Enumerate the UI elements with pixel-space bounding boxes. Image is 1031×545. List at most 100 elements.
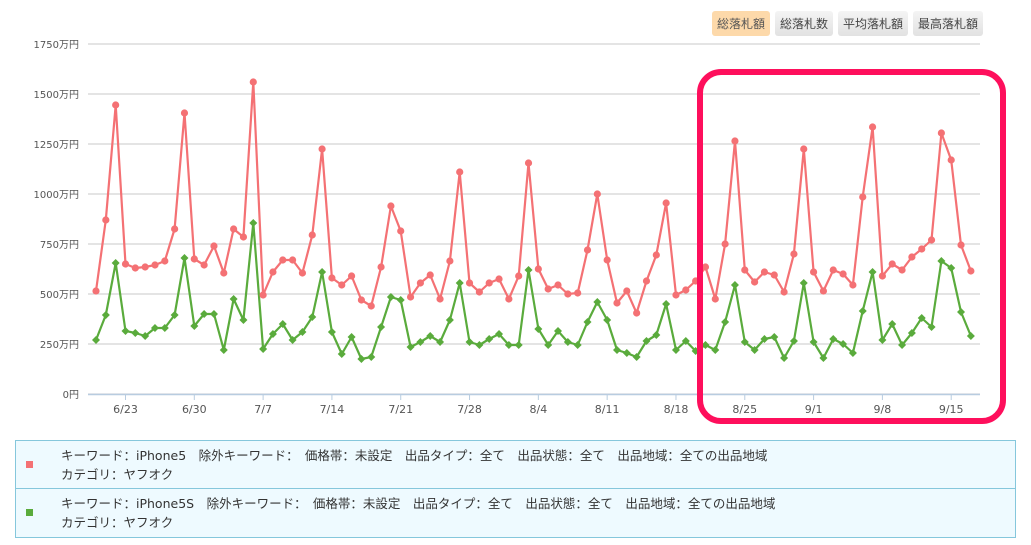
data-point <box>633 309 641 317</box>
data-point <box>839 340 848 348</box>
y-tick-label: 0円 <box>63 390 79 401</box>
data-point <box>829 335 838 343</box>
data-point <box>701 341 710 349</box>
data-point <box>190 322 199 330</box>
data-point <box>888 260 896 268</box>
x-tick-label: 9/15 <box>939 403 964 416</box>
data-point <box>681 337 690 345</box>
data-point <box>554 327 563 335</box>
data-point <box>750 346 759 354</box>
data-point <box>505 295 513 303</box>
data-point <box>426 271 434 279</box>
data-point <box>229 295 238 303</box>
data-point <box>799 279 808 287</box>
data-point <box>328 274 336 282</box>
data-point <box>504 341 513 349</box>
data-point <box>327 328 336 336</box>
data-point <box>701 263 710 271</box>
data-point <box>524 159 533 167</box>
data-point <box>662 300 671 308</box>
data-point <box>868 123 877 131</box>
series-swatch <box>26 461 33 468</box>
data-point <box>711 346 720 354</box>
data-point <box>908 253 916 261</box>
data-point <box>190 255 198 263</box>
data-point <box>682 286 690 294</box>
data-point <box>259 345 268 353</box>
total-count-button[interactable]: 総落札数 <box>774 11 833 36</box>
legend-item-iphone5[interactable]: キーワード：iPhone5 除外キーワード： 価格帯：未設定 出品タイプ：全て … <box>15 440 1016 489</box>
data-point <box>456 168 464 176</box>
y-tick-label: 1750万円 <box>34 40 79 51</box>
data-point <box>622 349 631 357</box>
data-point <box>632 353 641 361</box>
data-point <box>593 298 602 306</box>
data-point <box>180 254 189 262</box>
data-point <box>740 338 749 346</box>
data-point <box>289 256 297 264</box>
data-point <box>102 216 110 224</box>
data-point <box>397 227 405 235</box>
data-point <box>671 346 680 354</box>
data-point <box>230 225 238 233</box>
data-point <box>465 279 474 287</box>
data-point <box>623 287 631 295</box>
data-point <box>849 281 857 289</box>
max-amount-button[interactable]: 最高落札額 <box>912 11 983 36</box>
y-tick-label: 500万円 <box>40 290 79 301</box>
x-tick-label: 6/30 <box>182 403 207 416</box>
data-point <box>937 129 945 137</box>
data-point <box>957 308 966 316</box>
data-point <box>386 293 395 301</box>
data-point <box>278 320 287 328</box>
data-point <box>858 307 867 315</box>
data-point <box>563 338 572 346</box>
data-point <box>475 288 483 296</box>
series-line-iPhone5S <box>94 221 972 361</box>
data-point <box>160 324 169 332</box>
legend-item-iphone5s[interactable]: キーワード：iPhone5S 除外キーワード： 価格帯：未設定 出品タイプ：全て… <box>15 488 1016 538</box>
data-point <box>662 199 670 207</box>
data-point <box>731 137 739 145</box>
data-point <box>357 296 366 304</box>
data-point <box>789 337 798 345</box>
data-point <box>780 288 788 296</box>
data-point <box>475 341 484 349</box>
data-point <box>239 316 248 324</box>
data-point <box>416 338 425 346</box>
average-amount-button[interactable]: 平均落札額 <box>837 11 908 36</box>
data-point <box>249 78 257 86</box>
data-point <box>573 341 582 349</box>
data-point <box>966 332 975 340</box>
total-amount-button[interactable]: 総落札額 <box>711 11 770 36</box>
data-point <box>446 257 454 265</box>
data-point <box>721 240 729 248</box>
data-point <box>809 268 818 276</box>
data-point <box>760 335 769 343</box>
data-point <box>121 260 130 268</box>
data-point <box>210 242 218 250</box>
data-point <box>947 264 956 272</box>
data-point <box>770 333 779 341</box>
data-point <box>770 271 778 279</box>
data-point <box>318 145 326 153</box>
data-point <box>209 310 218 318</box>
data-point <box>918 245 926 253</box>
data-point <box>298 269 307 277</box>
data-point <box>347 272 356 280</box>
x-tick-label: 8/18 <box>664 403 689 416</box>
data-point <box>868 268 877 276</box>
data-point <box>112 101 120 109</box>
data-point <box>898 266 906 274</box>
data-point <box>888 320 897 328</box>
data-point <box>790 250 798 258</box>
data-point <box>259 291 267 299</box>
data-point <box>642 277 651 285</box>
data-point <box>907 329 916 337</box>
data-point <box>141 332 150 340</box>
data-point <box>239 233 248 241</box>
data-point <box>308 231 316 239</box>
data-point <box>308 313 317 321</box>
y-tick-label: 1500万円 <box>34 90 79 101</box>
data-point <box>927 236 936 244</box>
